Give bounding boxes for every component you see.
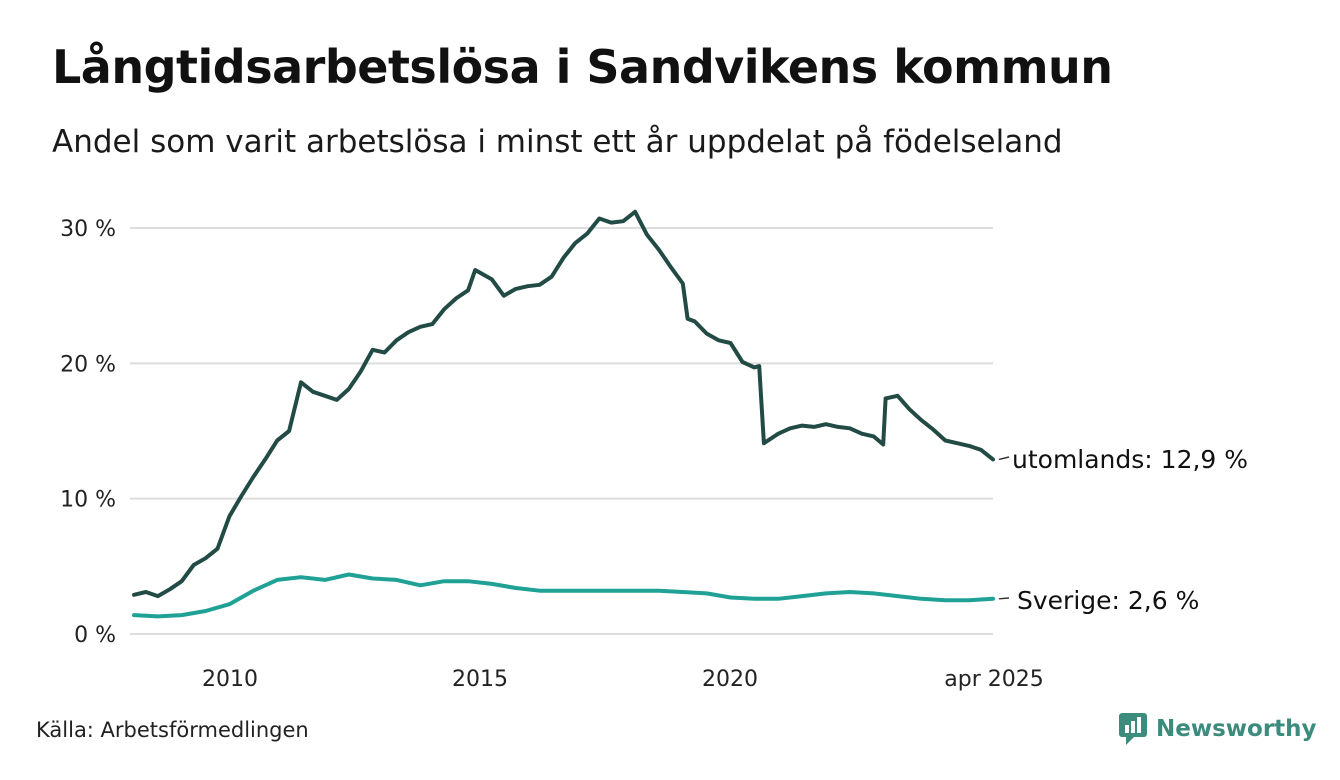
end-label-utomlands: utomlands: 12,9 %: [1012, 445, 1248, 474]
brand-logo: Newsworthy: [1118, 712, 1317, 746]
page-subtitle: Andel som varit arbetslösa i minst ett å…: [52, 124, 1063, 160]
x-tick-label-0: 2010: [202, 667, 258, 692]
end-label-leader-sverige: [998, 597, 1010, 600]
y-tick-label-0: 0 %: [74, 623, 116, 648]
series-line-sverige: [132, 572, 995, 619]
end-label-sverige: Sverige: 2,6 %: [1017, 586, 1199, 615]
source-note: Källa: Arbetsförmedlingen: [36, 718, 309, 742]
x-tick-label-3: apr 2025: [944, 667, 1043, 692]
line-chart: 0 % 10 % 20 % 30 % 2010 2015 2020 apr 2025 uto…: [60, 209, 1248, 692]
page-title: Långtidsarbetslösa i Sandvikens kommun: [52, 40, 1113, 94]
end-labels: utomlands: 12,9 % Sverige: 2,6 %: [998, 445, 1248, 615]
grid-lines: [130, 227, 993, 635]
end-label-leader-utomlands: [998, 456, 1010, 461]
brand-name: Newsworthy: [1156, 716, 1317, 742]
x-axis-labels: 2010 2015 2020 apr 2025: [202, 667, 1044, 692]
series-lines: [132, 209, 995, 619]
y-axis-labels: 0 % 10 % 20 % 30 %: [60, 217, 116, 648]
y-tick-label-2: 20 %: [60, 352, 116, 377]
x-tick-label-2: 2020: [702, 667, 758, 692]
y-tick-label-1: 10 %: [60, 488, 116, 513]
y-tick-label-3: 30 %: [60, 217, 116, 242]
newsworthy-logo-icon: [1119, 713, 1147, 745]
x-tick-label-1: 2015: [452, 667, 508, 692]
series-line-utomlands: [132, 209, 995, 599]
